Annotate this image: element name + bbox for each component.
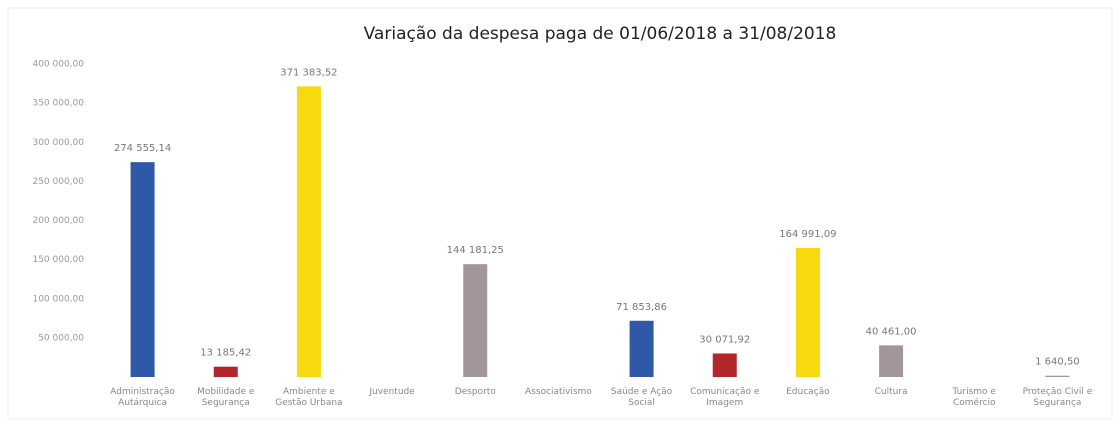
x-tick-label: Associativismo <box>524 387 592 397</box>
bar <box>712 353 737 377</box>
x-tick-label: Turismo e Comércio <box>952 387 996 408</box>
bar <box>463 264 488 377</box>
bar <box>795 247 820 377</box>
x-tick-label: Comunicação e Imagem <box>690 387 760 408</box>
bar <box>296 86 321 377</box>
value-label: 274 555,14 <box>114 143 171 154</box>
bar <box>629 320 654 377</box>
x-tick-label: Cultura <box>874 387 908 397</box>
x-tick-label: Juventude <box>369 387 415 397</box>
value-label: 144 181,25 <box>447 245 504 256</box>
value-label: 13 185,42 <box>200 348 251 359</box>
x-tick-label: Educação <box>786 387 830 397</box>
chart-title: Variação da despesa paga de 01/06/2018 a… <box>364 24 837 44</box>
y-tick-label: 100 000,00 <box>32 294 84 304</box>
x-tick-label: Administração Autárquica <box>110 387 175 408</box>
bar <box>130 162 155 377</box>
value-label: 164 991,09 <box>779 229 836 240</box>
y-tick-label: 250 000,00 <box>32 177 84 187</box>
y-tick-label: 300 000,00 <box>32 138 84 148</box>
y-tick-label: 400 000,00 <box>32 60 84 70</box>
bar <box>1045 375 1070 377</box>
x-tick-label: Saúde e Ação Social <box>610 387 673 408</box>
x-tick-label: Ambiente e Gestão Urbana <box>275 387 343 408</box>
frame <box>7 7 1113 420</box>
value-label: 30 071,92 <box>699 334 750 345</box>
y-tick-label: 200 000,00 <box>32 216 84 226</box>
value-label: 71 853,86 <box>616 302 667 313</box>
value-label: 40 461,00 <box>866 326 917 337</box>
value-label: 371 383,52 <box>280 67 337 78</box>
y-tick-label: 350 000,00 <box>32 99 84 109</box>
y-tick-label: 50 000,00 <box>38 333 84 343</box>
value-label: 1 640,50 <box>1035 357 1080 368</box>
y-tick-label: 150 000,00 <box>32 255 84 265</box>
x-tick-label: Mobilidade e Segurança <box>197 387 255 408</box>
bar <box>879 345 904 377</box>
bar <box>213 366 238 377</box>
x-tick-label: Desporto <box>454 387 496 397</box>
x-tick-label: Proteção Civil e Segurança <box>1022 387 1093 408</box>
